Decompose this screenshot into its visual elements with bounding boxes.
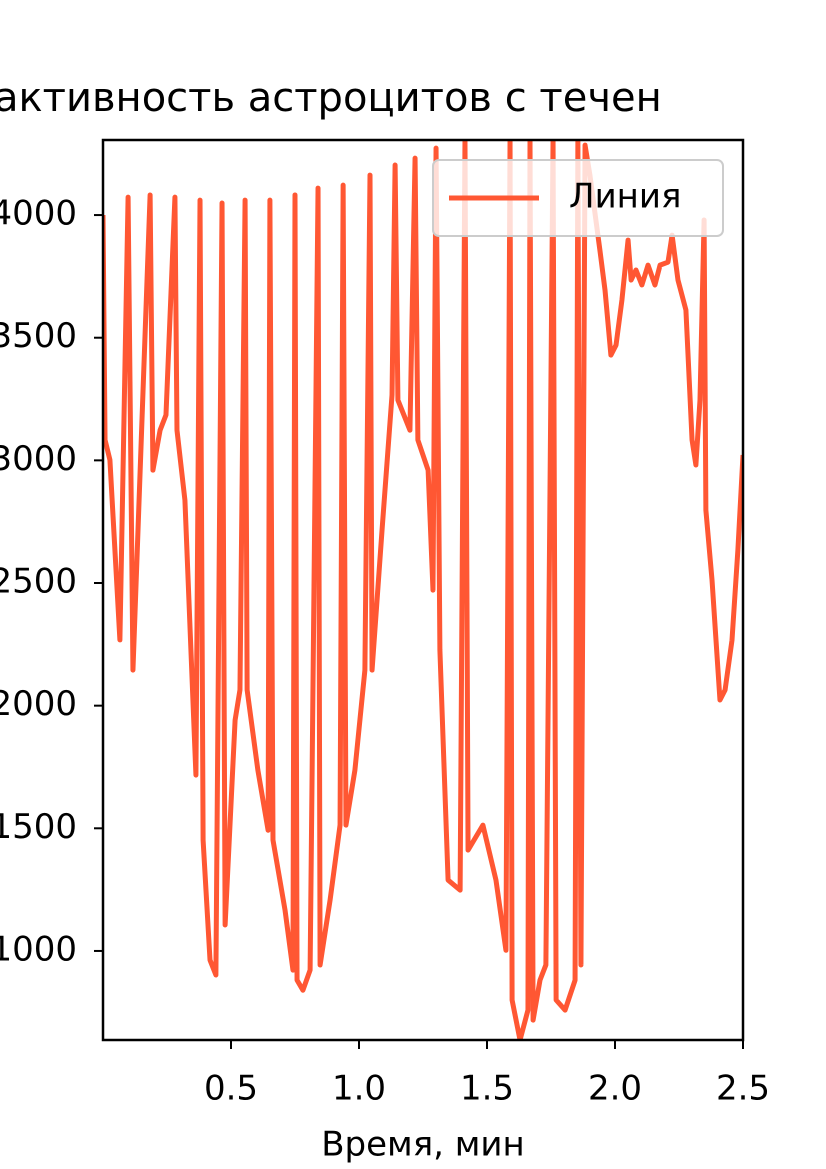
plot-area	[103, 140, 743, 1040]
legend-label: Линия	[569, 177, 681, 217]
x-tick-label: 1.0	[332, 1069, 386, 1109]
y-tick-label: 2000	[0, 684, 77, 724]
y-tick-label: 3000	[0, 439, 77, 479]
x-axis-label: Время, мин	[321, 1125, 525, 1165]
chart-title: активность астроцитов с течен	[0, 75, 662, 121]
y-tick-label: 4000	[0, 194, 77, 234]
data-line	[103, 140, 743, 1040]
y-tick-label: 2500	[0, 562, 77, 602]
x-tick-label: 2.0	[588, 1069, 642, 1109]
y-tick-label: 1000	[0, 929, 77, 969]
axes-frame	[101, 138, 745, 1042]
y-tick-label: 3500	[0, 316, 77, 356]
legend-box	[432, 159, 724, 237]
x-tick-label: 0.5	[204, 1069, 258, 1109]
x-tick-label: 1.5	[460, 1069, 514, 1109]
y-tick-label: 1500	[0, 807, 77, 847]
x-tick-label: 2.5	[716, 1069, 770, 1109]
